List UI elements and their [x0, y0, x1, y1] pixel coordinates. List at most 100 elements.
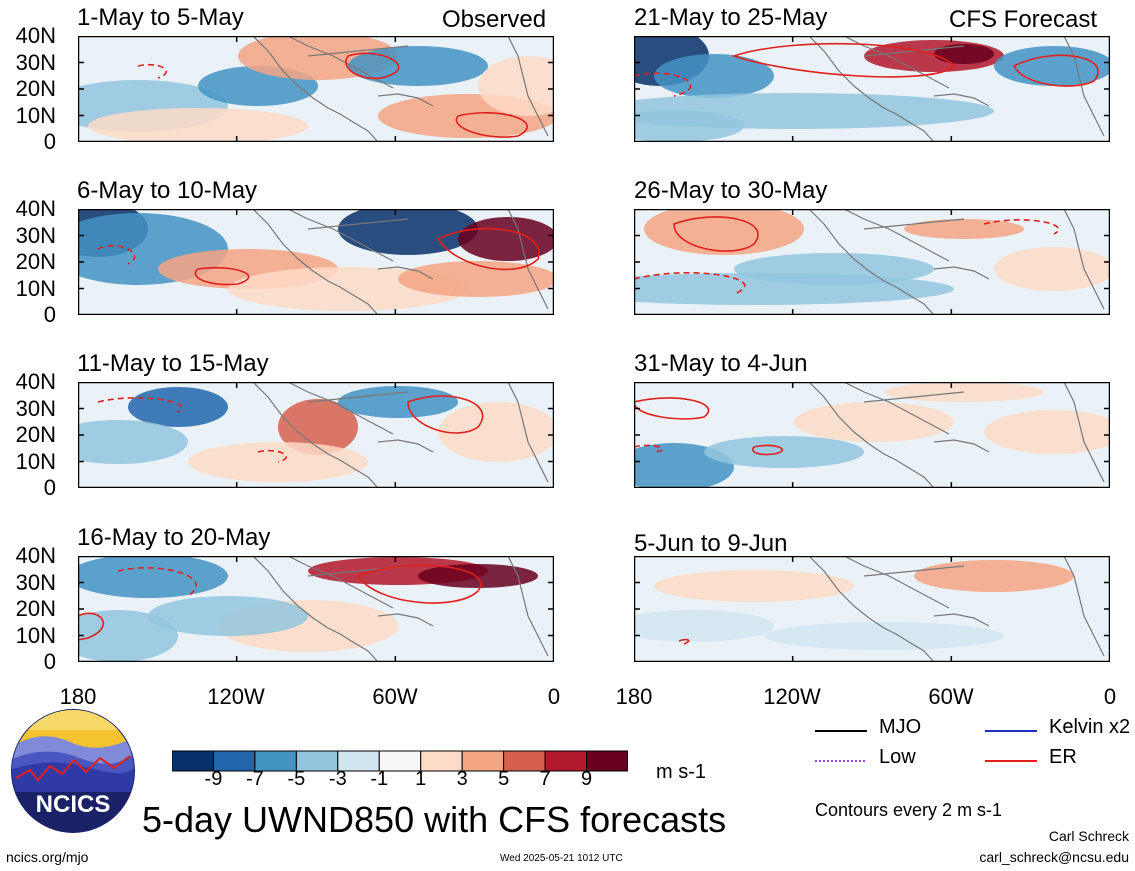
legend-line-mjo [815, 730, 867, 732]
coastline [843, 556, 950, 609]
er-contour [345, 52, 400, 80]
colorbar-label: -9 [204, 768, 223, 790]
panel-title-fc-3: 31-May to 4-Jun [634, 350, 808, 377]
author: Carl Schreck [1048, 828, 1129, 844]
colorbar-units: m s-1 [656, 761, 706, 783]
coastline [808, 209, 935, 315]
author-email[interactable]: carl_schreck@ncsu.edu [979, 849, 1129, 865]
anomaly-region [704, 436, 864, 468]
anomaly-region [128, 387, 228, 427]
colorbar-label: 7 [539, 768, 551, 790]
lon-label-fc-180: 180 [615, 684, 653, 709]
er-contour [983, 219, 1060, 235]
coastline [252, 36, 379, 142]
anomaly-region [764, 622, 1004, 650]
colorbar-label: 1 [415, 768, 427, 790]
anomaly-region [88, 108, 308, 142]
coastline [933, 93, 990, 107]
map-panel-obs-1 [78, 36, 554, 142]
coastline [863, 565, 965, 577]
lat-label: 0 [43, 129, 56, 154]
er-contour [436, 227, 540, 271]
map-panel-fc-3 [634, 382, 1110, 488]
map-panel-fc-2 [634, 209, 1110, 315]
anomaly-region [654, 570, 854, 602]
lon-label-obs-60w: 60W [372, 684, 418, 709]
forecast-header: CFS Forecast [949, 6, 1098, 33]
lat-label: 0 [43, 302, 56, 327]
panel-title-obs-4: 16-May to 20-May [77, 524, 271, 551]
coastline [507, 382, 549, 483]
panel-title-obs-3: 11-May to 15-May [77, 350, 269, 377]
lon-label-obs-180: 180 [59, 684, 97, 709]
legend-label: Kelvin x2 [1049, 716, 1131, 738]
anomaly-region [634, 273, 954, 305]
map-panel-obs-4 [78, 556, 554, 662]
er-contour [673, 216, 759, 252]
coastline [252, 209, 379, 315]
er-contour [97, 397, 183, 413]
er-contour [455, 111, 528, 138]
er-contour [1012, 54, 1099, 87]
lat-label: 20N [15, 76, 56, 101]
coastline [307, 218, 409, 230]
coastline [843, 209, 950, 262]
er-contour [97, 244, 136, 265]
colorbar-label: 9 [580, 768, 593, 790]
panel-title-fc-2: 26-May to 30-May [634, 177, 828, 204]
observed-header: Observed [442, 6, 547, 33]
panel-title-obs-1: 1-May to 5-May [77, 4, 244, 31]
coastline [843, 382, 950, 435]
panel-title-obs-2: 6-May to 10-May [77, 177, 258, 204]
anomaly-region [654, 54, 774, 98]
coastline [377, 613, 434, 627]
coastline [843, 36, 950, 89]
anomaly-region [78, 556, 228, 598]
source-url[interactable]: ncics.org/mjo [6, 849, 89, 865]
coastline [287, 36, 394, 89]
map-panel-obs-3 [78, 382, 554, 488]
er-contour [257, 449, 287, 463]
colorbar-label: -3 [328, 768, 347, 790]
main-title: 5-day UWND850 with CFS forecasts [142, 799, 727, 840]
coastline [307, 45, 409, 57]
lat-label: 40N [15, 369, 56, 394]
anomaly-region [634, 610, 774, 642]
coastline [1063, 36, 1105, 137]
lat-label: 30N [15, 395, 56, 421]
coastline [863, 218, 965, 230]
er-contour [634, 397, 710, 420]
coastline [252, 556, 379, 662]
anomaly-region [398, 261, 554, 297]
colorbar-label: -5 [287, 768, 306, 790]
lat-label: 0 [43, 475, 56, 500]
coastline [507, 36, 549, 137]
legend-label: Low [879, 746, 916, 768]
anomaly-region [348, 46, 488, 86]
coastline [252, 382, 379, 488]
coastline [933, 439, 990, 453]
legend-label: MJO [879, 716, 922, 738]
coastline [287, 209, 394, 262]
anomaly-region [278, 399, 358, 455]
lat-label: 0 [43, 649, 56, 674]
panel-title-fc-4: 5-Jun to 9-Jun [634, 530, 788, 557]
er-contour [194, 266, 250, 286]
coastline [808, 36, 935, 142]
coastline [933, 613, 990, 627]
anomaly-region [148, 596, 308, 636]
coastline [507, 209, 549, 310]
anomaly-region [78, 420, 188, 464]
lat-label: 10N [15, 622, 56, 648]
er-contour [356, 564, 482, 604]
coastline [808, 382, 935, 488]
lat-label: 20N [15, 422, 56, 447]
logo-text: NCICS [36, 791, 111, 818]
map-panel-obs-2 [78, 209, 554, 315]
anomaly-region [994, 247, 1110, 291]
anomaly-region [914, 560, 1074, 592]
anomaly-region [338, 386, 458, 418]
er-contour [137, 63, 167, 79]
map-panel-fc-4 [634, 556, 1110, 662]
ncics-logo: NCICS [11, 709, 135, 833]
